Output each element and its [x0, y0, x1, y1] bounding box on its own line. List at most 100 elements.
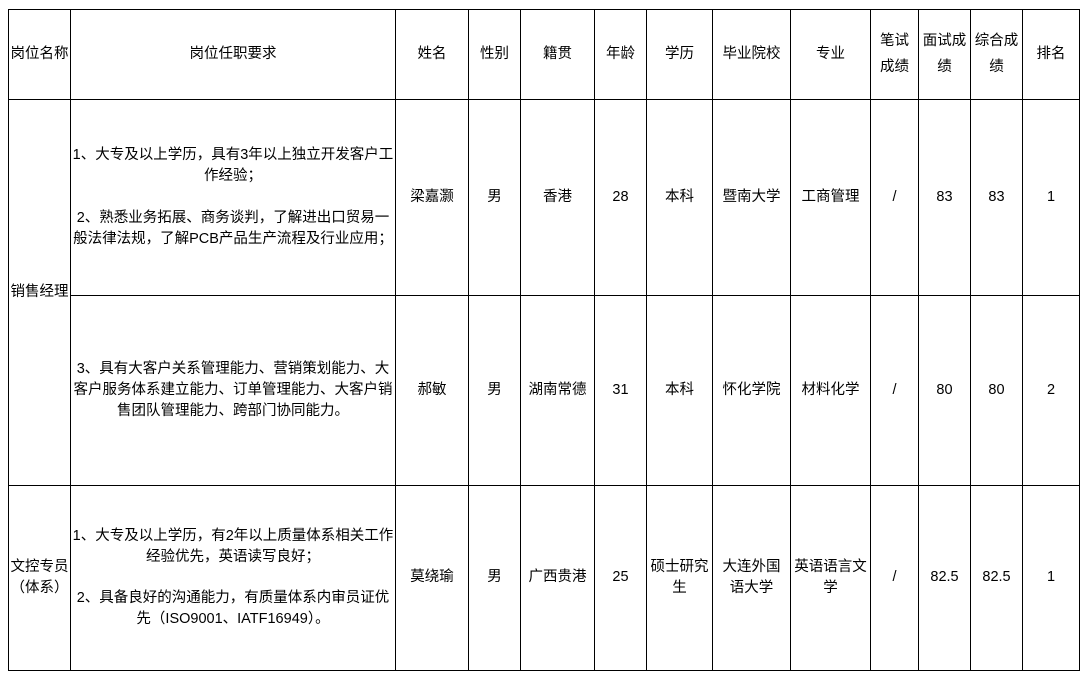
candidate-age: 31 [612, 381, 629, 398]
candidate-age: 28 [612, 188, 629, 205]
cell-native-place: 湖南常德 [520, 295, 595, 486]
cell-written-score: / [870, 295, 919, 486]
column-header-post-label: 岗位名称 [10, 45, 69, 62]
cell-education: 本科 [646, 99, 713, 296]
column-header-name: 姓名 [395, 9, 469, 100]
requirement-paragraph: 2、熟悉业务拓展、商务谈判，了解进出口贸易一般法律法规，了解PCB产品生产流程及… [73, 209, 393, 247]
column-header-rank: 排名 [1022, 9, 1080, 100]
cell-overall-score: 82.5 [970, 485, 1023, 671]
column-header-written-score: 笔试 成绩 [870, 9, 919, 100]
cell-overall-score: 83 [970, 99, 1023, 296]
column-header-major-label: 专业 [816, 45, 845, 62]
overall-score-value: 80 [988, 381, 1005, 398]
cell-school: 怀化学院 [712, 295, 791, 486]
cell-gender: 男 [468, 485, 521, 671]
candidate-gender: 男 [487, 569, 502, 586]
candidate-education-line2: 生 [672, 580, 687, 596]
candidate-age: 25 [612, 569, 629, 586]
candidate-education-line1: 硕士研究 [650, 558, 709, 575]
column-header-requirement: 岗位任职要求 [70, 9, 396, 100]
cell-name: 梁嘉灏 [395, 99, 469, 296]
candidate-school-line1: 大连外国 [722, 558, 781, 575]
cell-major: 工商管理 [790, 99, 871, 296]
requirement-paragraph: 1、大专及以上学历，具有3年以上独立开发客户工作经验； [72, 147, 394, 185]
candidate-education: 本科 [665, 381, 694, 398]
cell-interview-score: 82.5 [918, 485, 971, 671]
cell-major: 英语语言文 学 [790, 485, 871, 671]
column-header-major: 专业 [790, 9, 871, 100]
column-header-overall-score-line2: 绩 [989, 58, 1004, 75]
candidate-major: 材料化学 [801, 381, 860, 398]
cell-written-score: / [870, 99, 919, 296]
cell-name: 莫绕瑜 [395, 485, 469, 671]
cell-gender: 男 [468, 295, 521, 486]
candidate-school: 暨南大学 [722, 188, 781, 205]
column-header-education-label: 学历 [665, 45, 694, 62]
cell-interview-score: 83 [918, 99, 971, 296]
cell-school: 暨南大学 [712, 99, 791, 296]
table-header: 岗位名称 岗位任职要求 姓名 性别 籍贯 年龄 学历 毕业院校 专业 笔试 成绩 … [8, 9, 1080, 100]
column-header-name-label: 姓名 [417, 45, 447, 62]
post-title-text: 销售经理 [10, 283, 69, 300]
candidate-name: 郝敏 [417, 381, 447, 398]
overall-score-value: 83 [988, 188, 1005, 205]
cell-age: 25 [594, 485, 647, 671]
cell-name: 郝敏 [395, 295, 469, 486]
candidate-education: 本科 [665, 188, 694, 205]
candidate-native-place: 香港 [543, 188, 572, 205]
column-header-written-score-line1: 笔试 [880, 33, 909, 50]
column-header-native-place: 籍贯 [520, 9, 595, 100]
cell-requirement: 1、大专及以上学历，具有3年以上独立开发客户工作经验； 2、熟悉业务拓展、商务谈… [70, 99, 396, 296]
candidate-school: 怀化学院 [722, 381, 781, 398]
table-row: 销售经理 1、大专及以上学历，具有3年以上独立开发客户工作经验； 2、熟悉业务拓… [8, 99, 1080, 486]
cell-education: 硕士研究 生 [646, 485, 713, 671]
written-score-value: / [892, 381, 897, 398]
cell-overall-score: 80 [970, 295, 1023, 486]
cell-interview-score: 80 [918, 295, 971, 486]
interview-score-value: 80 [936, 381, 953, 398]
interview-score-value: 83 [936, 188, 953, 205]
column-header-written-score-line2: 成绩 [880, 58, 909, 75]
column-header-post: 岗位名称 [8, 9, 71, 100]
interview-score-value: 82.5 [930, 569, 959, 586]
column-header-school-label: 毕业院校 [722, 45, 781, 62]
candidate-native-place: 湖南常德 [528, 381, 587, 398]
column-header-rank-label: 排名 [1036, 45, 1066, 62]
table-body: 销售经理 1、大专及以上学历，具有3年以上独立开发客户工作经验； 2、熟悉业务拓… [8, 99, 1080, 671]
candidate-major: 工商管理 [801, 188, 860, 205]
cell-rank: 1 [1022, 99, 1080, 296]
rank-value: 2 [1046, 381, 1056, 398]
candidate-name: 梁嘉灏 [410, 188, 454, 205]
cell-rank: 1 [1022, 485, 1080, 671]
candidate-native-place: 广西贵港 [528, 569, 587, 586]
column-header-interview-score: 面试成绩 [918, 9, 971, 100]
recruitment-results-table: 岗位名称 岗位任职要求 姓名 性别 籍贯 年龄 学历 毕业院校 专业 笔试 成绩 … [8, 9, 1080, 671]
header-row: 岗位名称 岗位任职要求 姓名 性别 籍贯 年龄 学历 毕业院校 专业 笔试 成绩 … [8, 9, 1080, 100]
written-score-value: / [892, 188, 897, 205]
column-header-interview-score-line1: 面试成 [922, 33, 967, 50]
cell-gender: 男 [468, 99, 521, 296]
spreadsheet-canvas: 岗位名称 岗位任职要求 姓名 性别 籍贯 年龄 学历 毕业院校 专业 笔试 成绩 … [0, 9, 1088, 688]
table-row: 文控专员 （体系） 1、大专及以上学历，有2年以上质量体系相关工作经验优先，英语… [8, 485, 1080, 671]
cell-rank: 2 [1022, 295, 1080, 486]
column-header-school: 毕业院校 [712, 9, 791, 100]
cell-written-score: / [870, 485, 919, 671]
cell-native-place: 广西贵港 [520, 485, 595, 671]
requirement-paragraph: 3、具有大客户关系管理能力、营销策划能力、大客户服务体系建立能力、订单管理能力、… [73, 360, 393, 419]
cell-education: 本科 [646, 295, 713, 486]
written-score-value: / [892, 569, 897, 586]
post-title-line1: 文控专员 [10, 558, 69, 575]
requirement-paragraph: 2、具备良好的沟通能力，有质量体系内审员证优先（ISO9001、IATF1694… [76, 590, 390, 628]
candidate-name: 莫绕瑜 [410, 569, 454, 586]
candidate-major-line1: 英语语言文 [794, 558, 867, 575]
candidate-gender: 男 [487, 381, 502, 398]
cell-native-place: 香港 [520, 99, 595, 296]
cell-requirement: 1、大专及以上学历，有2年以上质量体系相关工作经验优先，英语读写良好； 2、具备… [70, 485, 396, 671]
cell-major: 材料化学 [790, 295, 871, 486]
cell-requirement: 3、具有大客户关系管理能力、营销策划能力、大客户服务体系建立能力、订单管理能力、… [70, 295, 396, 486]
cell-age: 31 [594, 295, 647, 486]
column-header-gender: 性别 [468, 9, 521, 100]
column-header-requirement-label: 岗位任职要求 [189, 45, 277, 62]
candidate-major-line2: 学 [823, 580, 838, 596]
candidate-school-line2: 语大学 [729, 580, 774, 596]
